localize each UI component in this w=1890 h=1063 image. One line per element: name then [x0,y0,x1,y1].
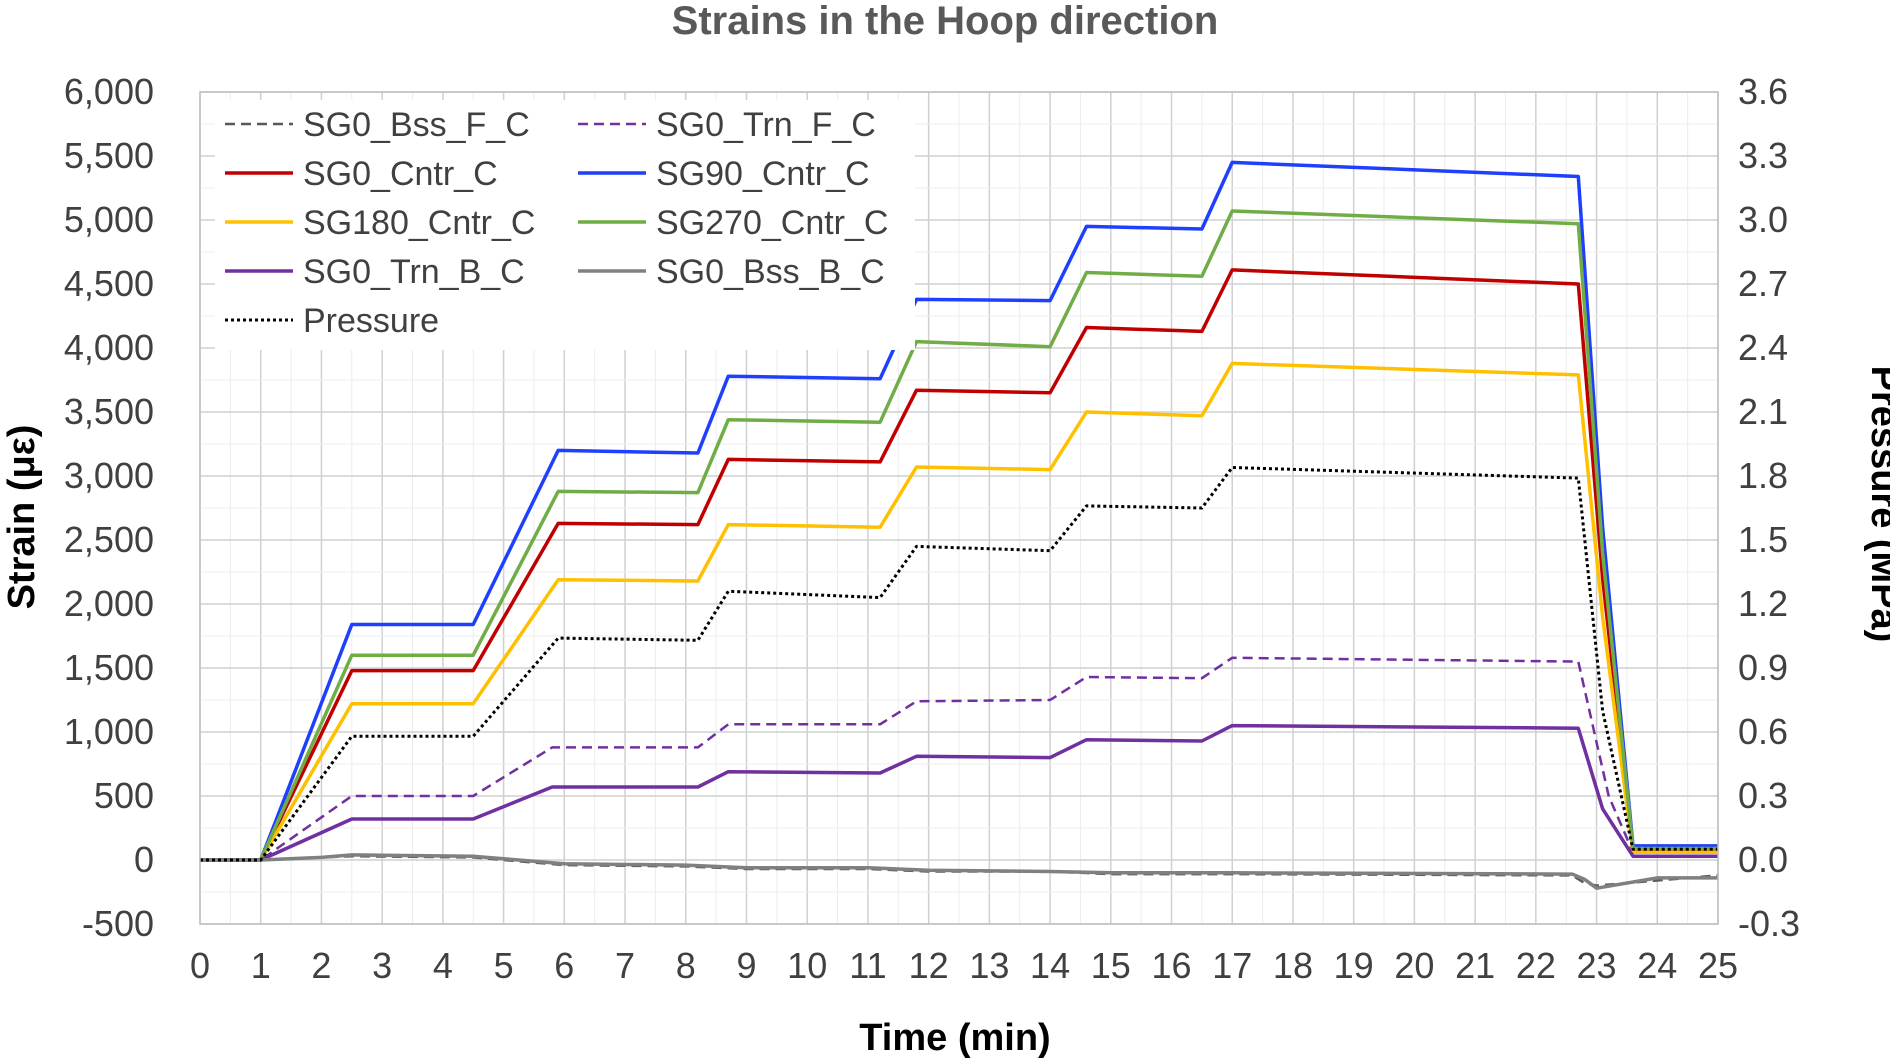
legend-label: SG0_Bss_F_C [303,106,530,144]
x-tick-label: 20 [1394,945,1434,986]
series-line-sg0-bss-b-c [200,853,1718,890]
legend-label: SG90_Cntr_C [656,155,870,193]
y-tick-label: 3,500 [64,391,154,432]
x-tick-label: 6 [554,945,574,986]
y-tick-label: 3,000 [64,455,154,496]
y-tick-label: 2,500 [64,519,154,560]
legend-label: Pressure [303,302,439,340]
x-tick-label: 15 [1091,945,1131,986]
y-tick-label: 1,000 [64,711,154,752]
x-tick-label: 3 [372,945,392,986]
y-tick-label: 0 [134,839,154,880]
legend-label: SG0_Bss_B_C [656,253,885,291]
x-tick-label: 17 [1212,945,1252,986]
y-tick-label: 5,500 [64,135,154,176]
x-tick-label: 7 [615,945,635,986]
y2-tick-label: 2.4 [1738,327,1788,368]
x-tick-label: 2 [311,945,331,986]
x-tick-label: 5 [494,945,514,986]
x-tick-label: 23 [1577,945,1617,986]
series-line-sg180-cntr-c [200,361,1718,862]
x-tick-label: 14 [1030,945,1070,986]
series-lines [200,160,1719,890]
x-tick-label: 24 [1637,945,1677,986]
x-tick-label: 13 [969,945,1009,986]
x-tick-label: 21 [1455,945,1495,986]
y2-tick-label: 1.5 [1738,519,1788,560]
y2-tick-label: 0.3 [1738,775,1788,816]
x-tick-label: 22 [1516,945,1556,986]
x-tick-label: 4 [433,945,453,986]
legend-label: SG0_Trn_B_C [303,253,525,291]
x-tick-label: 18 [1273,945,1313,986]
legend-label: SG0_Cntr_C [303,155,498,193]
chart-title: Strains in the Hoop direction [672,0,1219,43]
x-tick-label: 10 [787,945,827,986]
y-tick-label: 4,000 [64,327,154,368]
y2-tick-label: 1.8 [1738,455,1788,496]
x-tick-label: 12 [909,945,949,986]
x-axis-title: Time (min) [859,1017,1050,1059]
y2-tick-label: 0.0 [1738,839,1788,880]
x-tick-label: 16 [1151,945,1191,986]
x-tick-label: 0 [190,945,210,986]
y-tick-label: 4,500 [64,263,154,304]
plot-area-frame [199,91,1719,925]
y2-tick-label: 0.9 [1738,647,1788,688]
y-tick-label: 6,000 [64,71,154,112]
legend-background [215,100,915,350]
x-tick-label: 11 [849,945,886,986]
tick-labels: 0 1 2 3 4 5 6 7 8 9 10 11 12 13 14 15 16 17 18 19 20 21 22 23 24… [64,71,1800,986]
x-tick-label: 8 [676,945,696,986]
y2-tick-label: 3.3 [1738,135,1788,176]
y2-tick-label: 2.1 [1738,391,1788,432]
y2-tick-label: -0.3 [1738,903,1800,944]
series-line-sg90-cntr-c [200,160,1718,862]
y-tick-label: 500 [94,775,154,816]
x-tick-label: 1 [251,945,271,986]
y-tick-label: 1,500 [64,647,154,688]
series-line-sg0-trn-b-c [200,723,1718,862]
y-tick-label: 5,000 [64,199,154,240]
y-tick-label: 2,000 [64,583,154,624]
legend-label: SG270_Cntr_C [656,204,888,242]
y2-axis-title: Pressure (MPa) [1863,366,1890,643]
y2-tick-label: 3.0 [1738,199,1788,240]
x-tick-label: 19 [1334,945,1374,986]
y2-tick-label: 0.6 [1738,711,1788,752]
x-tick-label: 9 [736,945,756,986]
series-line-pressure [200,466,1718,862]
series-line-sg270-cntr-c [200,209,1718,862]
y2-tick-label: 1.2 [1738,583,1788,624]
y2-tick-label: 3.6 [1738,71,1788,112]
series-line-sg0-cntr-c [200,268,1718,862]
x-tick-label: 25 [1698,945,1738,986]
y-axis-title: Strain (με) [1,425,43,610]
legend-label: SG0_Trn_F_C [656,106,876,144]
legend-label: SG180_Cntr_C [303,204,535,242]
y2-tick-label: 2.7 [1738,263,1788,304]
legend: SG0_Bss_F_C SG0_Trn_F_C SG0_Cntr_C SG90_Cnt… [225,106,888,340]
y-tick-label: -500 [82,903,154,944]
